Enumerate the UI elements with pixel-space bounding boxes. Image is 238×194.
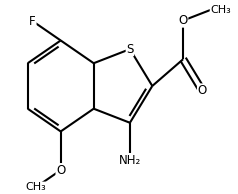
Text: CH₃: CH₃ [26,182,46,192]
Text: CH₃: CH₃ [210,5,231,15]
Text: O: O [178,14,188,27]
Text: S: S [126,43,134,56]
Text: O: O [56,164,65,177]
Text: O: O [198,84,207,97]
Text: F: F [29,15,36,28]
Text: NH₂: NH₂ [119,154,141,167]
